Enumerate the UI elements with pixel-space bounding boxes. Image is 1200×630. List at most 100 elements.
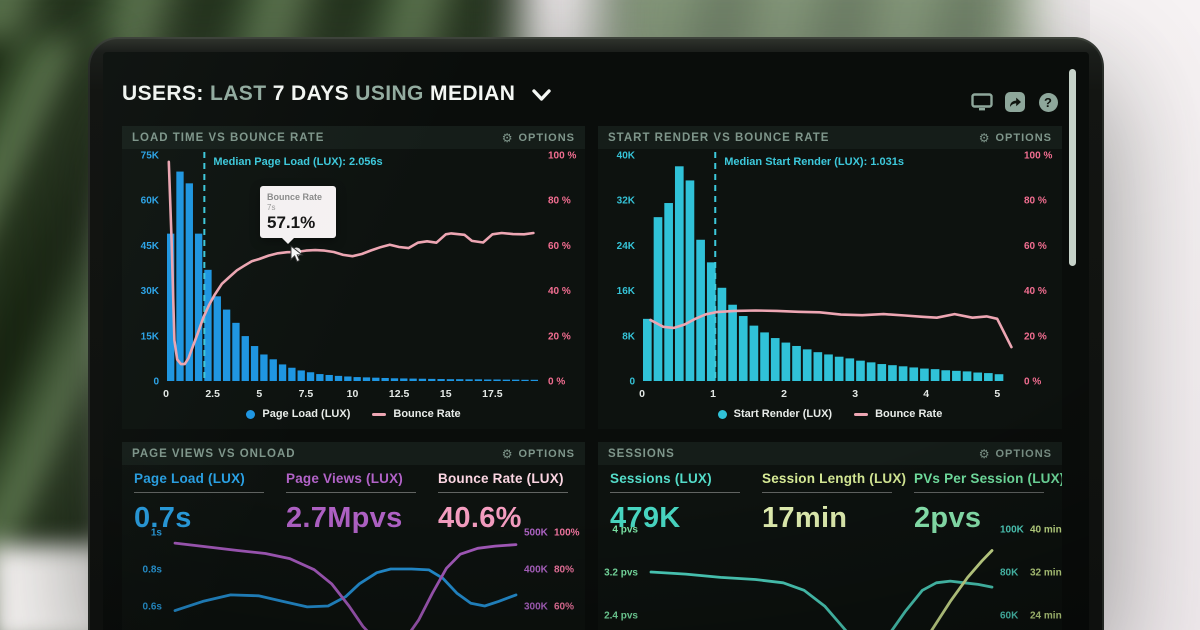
legend-bounce-rate[interactable]: Bounce Rate: [854, 408, 942, 420]
legend-dot: [246, 409, 256, 419]
metric-page-views: Page Views (LUX) 2.7Mpvs: [286, 471, 438, 535]
display-icon[interactable]: [971, 92, 993, 112]
legend-line: [372, 412, 387, 416]
legend-dot: [717, 409, 727, 419]
mouse-cursor: [290, 245, 304, 263]
dashboard-screen: USERS: LAST 7 DAYS USING MEDIAN ?: [103, 52, 1089, 630]
legend-line: [854, 412, 869, 416]
svg-text:2.4 pvs: 2.4 pvs: [604, 611, 638, 622]
legend-bounce-rate[interactable]: Bounce Rate: [372, 408, 461, 420]
options-button[interactable]: ⚙ OPTIONS: [978, 130, 1052, 145]
svg-text:60K: 60K: [141, 196, 160, 207]
svg-text:16K: 16K: [617, 286, 636, 297]
svg-text:5: 5: [256, 388, 262, 400]
title-users: USERS:: [122, 82, 204, 105]
metrics-row: Page Load (LUX) 0.7s Page Views (LUX) 2.…: [134, 471, 585, 535]
panel-header: PAGE VIEWS VS ONLOAD ⚙ OPTIONS: [122, 442, 585, 465]
panel-load-time-vs-bounce-rate: LOAD TIME VS BOUNCE RATE ⚙ OPTIONS 0 15K 30…: [122, 126, 585, 429]
svg-text:Median Page Load (LUX): 2.056s: Median Page Load (LUX): 2.056s: [213, 156, 382, 168]
svg-text:5: 5: [994, 388, 1000, 400]
svg-text:20 %: 20 %: [1024, 331, 1047, 342]
svg-text:0: 0: [163, 388, 169, 400]
svg-text:60%: 60%: [554, 602, 574, 613]
svg-text:24K: 24K: [617, 241, 636, 252]
svg-text:0.8s: 0.8s: [143, 565, 163, 576]
legend-page-load[interactable]: Page Load (LUX): [246, 408, 350, 420]
svg-text:100K: 100K: [1000, 525, 1025, 536]
scrollbar[interactable]: [1069, 69, 1076, 266]
svg-text:45K: 45K: [141, 241, 160, 252]
svg-text:400K: 400K: [524, 565, 549, 576]
svg-text:30K: 30K: [141, 286, 160, 297]
metric-underline: [762, 492, 892, 493]
title-days: 7 DAYS: [272, 82, 350, 105]
svg-text:8K: 8K: [622, 331, 636, 342]
title-using: USING: [355, 82, 424, 105]
svg-text:80K: 80K: [1000, 568, 1019, 579]
help-icon[interactable]: ?: [1037, 92, 1059, 112]
metrics-row: Sessions (LUX) 479K Session Length (LUX)…: [610, 471, 1062, 535]
metric-underline: [610, 492, 740, 493]
svg-text:80 %: 80 %: [1024, 196, 1047, 207]
svg-text:0.6s: 0.6s: [143, 602, 163, 613]
start-render-chart[interactable]: 0 8K 16K 24K 32K 40K 0 % 20 % 40 % 60 % 80 % 100 % 0…: [598, 149, 1062, 405]
svg-text:100 %: 100 %: [1024, 151, 1052, 162]
svg-text:40 min: 40 min: [1030, 525, 1062, 536]
chart-legend: Start Render (LUX) Bounce Rate: [598, 408, 1062, 420]
header-icons: ?: [971, 92, 1059, 112]
panel-header: LOAD TIME VS BOUNCE RATE ⚙ OPTIONS: [122, 126, 585, 149]
sessions-chart[interactable]: 4 pvs 3.2 pvs 2.4 pvs 100K 40 min 80K 32 min 60…: [598, 524, 1062, 630]
laptop-bezel: USERS: LAST 7 DAYS USING MEDIAN ?: [88, 37, 1104, 630]
svg-text:0 %: 0 %: [548, 377, 565, 388]
panel-sessions: SESSIONS ⚙ OPTIONS Sessions (LUX) 479K Se…: [598, 442, 1062, 630]
chevron-down-icon: [531, 89, 551, 101]
svg-text:40 %: 40 %: [548, 286, 571, 297]
metric-session-length: Session Length (LUX) 17min: [762, 471, 907, 534]
gear-icon: ⚙: [501, 446, 514, 461]
metric-pvs-per-session: PVs Per Session (LUX) 2pvs: [914, 471, 1062, 534]
options-button[interactable]: ⚙ OPTIONS: [501, 130, 575, 145]
metric-underline: [134, 492, 264, 493]
metric-sessions: Sessions (LUX) 479K: [610, 471, 762, 535]
svg-text:4: 4: [923, 388, 929, 400]
load-time-chart[interactable]: 0 15K 30K 45K 60K 75K 0 % 20 % 40 % 60 % 80 % 100 %…: [122, 149, 585, 405]
svg-text:40K: 40K: [617, 151, 636, 162]
svg-text:60 %: 60 %: [1024, 241, 1047, 252]
svg-text:100 %: 100 %: [548, 151, 576, 162]
svg-text:100%: 100%: [554, 528, 580, 539]
svg-text:0 %: 0 %: [1024, 377, 1041, 388]
title-median: MEDIAN: [430, 82, 516, 105]
svg-text:1s: 1s: [151, 528, 163, 539]
page-views-onload-chart[interactable]: 1s 0.8s 0.6s 500K 100% 400K 80% 300K 60%: [122, 524, 585, 630]
bounce-rate-tooltip: Bounce Rate 7s 57.1%: [260, 186, 336, 244]
svg-text:60 %: 60 %: [548, 241, 571, 252]
svg-text:24 min: 24 min: [1030, 611, 1062, 622]
legend-start-render[interactable]: Start Render (LUX): [717, 408, 832, 420]
options-button[interactable]: ⚙ OPTIONS: [978, 446, 1052, 461]
svg-text:60K: 60K: [1000, 611, 1019, 622]
svg-text:40 %: 40 %: [1024, 286, 1047, 297]
options-button[interactable]: ⚙ OPTIONS: [501, 446, 575, 461]
title-last: LAST: [210, 82, 267, 105]
svg-text:0: 0: [639, 388, 645, 400]
metric-underline: [914, 492, 1044, 493]
svg-text:15: 15: [440, 388, 452, 400]
svg-text:300K: 300K: [524, 602, 549, 613]
svg-text:7.5: 7.5: [299, 388, 314, 400]
svg-text:20 %: 20 %: [548, 331, 571, 342]
gear-icon: ⚙: [501, 130, 514, 145]
tooltip-subtitle: 7s: [267, 203, 276, 212]
chart-legend: Page Load (LUX) Bounce Rate: [122, 408, 585, 420]
svg-text:2: 2: [781, 388, 787, 400]
tooltip-title: Bounce Rate: [267, 192, 323, 202]
svg-text:17.5: 17.5: [482, 388, 503, 400]
svg-text:3: 3: [852, 388, 858, 400]
metric-underline: [286, 492, 416, 493]
svg-text:32K: 32K: [617, 196, 636, 207]
panel-header: SESSIONS ⚙ OPTIONS: [598, 442, 1062, 465]
tooltip-value: 57.1%: [267, 213, 316, 232]
share-icon[interactable]: [1004, 92, 1026, 112]
users-filter-dropdown[interactable]: USERS: LAST 7 DAYS USING MEDIAN: [122, 82, 551, 106]
svg-text:32 min: 32 min: [1030, 568, 1062, 579]
